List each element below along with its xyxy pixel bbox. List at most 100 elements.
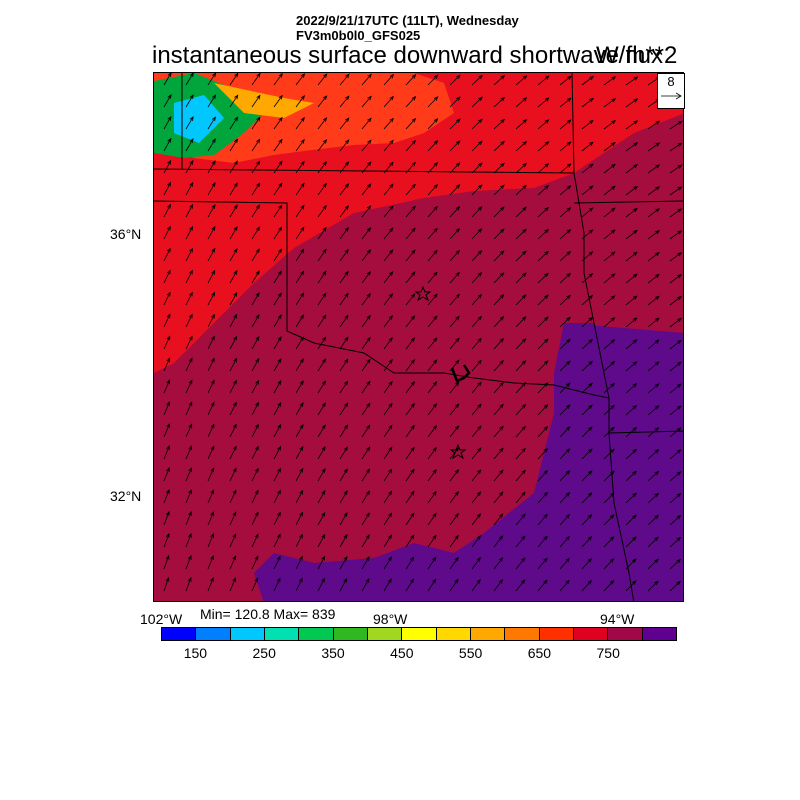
wind-arrowhead: [632, 404, 638, 410]
wind-arrowhead: [610, 339, 616, 344]
wind-arrow: [559, 536, 570, 548]
wind-arrowhead: [323, 73, 328, 79]
wind-arrow: [427, 272, 438, 284]
wind-arrow: [273, 117, 283, 130]
wind-arrowhead: [188, 335, 193, 341]
wind-arrow: [229, 534, 237, 548]
wind-arrowhead: [365, 578, 370, 583]
wind-arrow: [251, 336, 260, 350]
vector-arrow-icon: [661, 92, 682, 100]
wind-arrow: [229, 292, 238, 306]
wind-arrow: [295, 183, 305, 196]
wind-arrowhead: [633, 185, 639, 191]
wind-arrow: [515, 229, 527, 240]
wind-arrowhead: [654, 317, 660, 322]
wind-arrow: [493, 272, 504, 284]
wind-arrow: [559, 360, 571, 372]
wind-arrowhead: [544, 294, 549, 300]
wind-arrow: [383, 556, 392, 570]
wind-arrow: [295, 446, 304, 460]
wind-arrowhead: [387, 556, 392, 562]
wind-arrow: [471, 294, 482, 306]
map-panel[interactable]: [153, 72, 684, 602]
wind-arrow: [515, 207, 527, 218]
wind-arrowhead: [234, 94, 239, 100]
colorbar-swatch: [608, 628, 643, 640]
colorbar-swatch: [264, 628, 300, 640]
wind-arrowhead: [565, 448, 571, 453]
wind-arrow: [317, 490, 326, 504]
wind-arrow: [427, 206, 438, 218]
wind-arrow: [427, 184, 438, 196]
wind-arrowhead: [433, 183, 439, 189]
wind-arrowhead: [587, 535, 593, 541]
wind-arrow: [295, 402, 304, 416]
wind-arrow: [603, 514, 615, 526]
wind-arrow: [229, 424, 237, 438]
colorbar-swatch: [333, 628, 368, 640]
wind-arrowhead: [232, 401, 237, 407]
wind-arrow: [317, 512, 326, 526]
wind-arrowhead: [411, 293, 416, 299]
wind-arrowhead: [299, 467, 304, 473]
wind-arrow: [493, 250, 505, 262]
wind-arrowhead: [588, 273, 594, 278]
wind-arrow: [229, 204, 238, 218]
colorbar-swatch: [573, 628, 609, 640]
wind-arrowhead: [611, 163, 616, 169]
wind-arrowhead: [632, 317, 638, 322]
wind-arrow: [405, 74, 416, 86]
wind-arrowhead: [233, 160, 238, 166]
wind-arrow: [251, 314, 260, 328]
wind-arrow: [185, 182, 194, 196]
wind-arrowhead: [433, 161, 439, 167]
wind-arrowhead: [522, 97, 528, 102]
wind-arrow: [449, 338, 460, 350]
wind-arrowhead: [632, 339, 638, 344]
wind-arrowhead: [189, 269, 193, 275]
wind-arrow: [471, 206, 482, 218]
wind-arrow: [581, 404, 593, 416]
wind-arrowhead: [478, 74, 483, 80]
wind-arrowhead: [543, 447, 549, 453]
wind-arrow: [185, 489, 192, 504]
wind-arrow: [185, 424, 193, 438]
wind-arrow: [669, 164, 682, 174]
wind-arrow: [493, 426, 504, 438]
wind-arrow: [273, 314, 282, 328]
wind-arrow: [515, 163, 527, 174]
wind-arrowhead: [388, 314, 394, 320]
wind-arrowhead: [344, 402, 349, 408]
wind-arrowhead: [210, 467, 215, 473]
wind-arrow: [273, 358, 282, 372]
wind-arrow: [427, 447, 437, 460]
wind-arrowhead: [187, 576, 192, 582]
wind-arrowhead: [211, 160, 216, 165]
wind-arrowhead: [588, 448, 593, 453]
wind-arrowhead: [344, 358, 349, 364]
wind-arrowhead: [343, 424, 349, 430]
wind-arrowhead: [254, 467, 259, 473]
wind-arrow: [537, 185, 549, 196]
wind-arrowhead: [565, 426, 571, 431]
wind-arrow: [537, 119, 549, 130]
wind-arrowhead: [566, 360, 571, 366]
wind-arrow: [625, 339, 637, 350]
wind-arrowhead: [388, 424, 393, 430]
wind-arrow: [163, 226, 171, 240]
wind-arrowhead: [454, 556, 459, 562]
wind-arrowhead: [300, 116, 305, 122]
wind-arrowhead: [277, 489, 281, 495]
wind-arrowhead: [677, 295, 683, 301]
wind-arrowhead: [521, 316, 527, 321]
wind-arrow: [515, 272, 527, 284]
wind-arrowhead: [388, 446, 393, 452]
wind-arrowhead: [389, 117, 394, 123]
lon-label-102: 102°W: [140, 611, 183, 627]
wind-arrowhead: [299, 555, 303, 561]
wind-arrow: [251, 358, 260, 372]
wind-arrow: [185, 511, 192, 526]
wind-arrow: [493, 184, 505, 196]
wind-arrowhead: [499, 447, 504, 453]
wind-arrow: [229, 95, 239, 108]
